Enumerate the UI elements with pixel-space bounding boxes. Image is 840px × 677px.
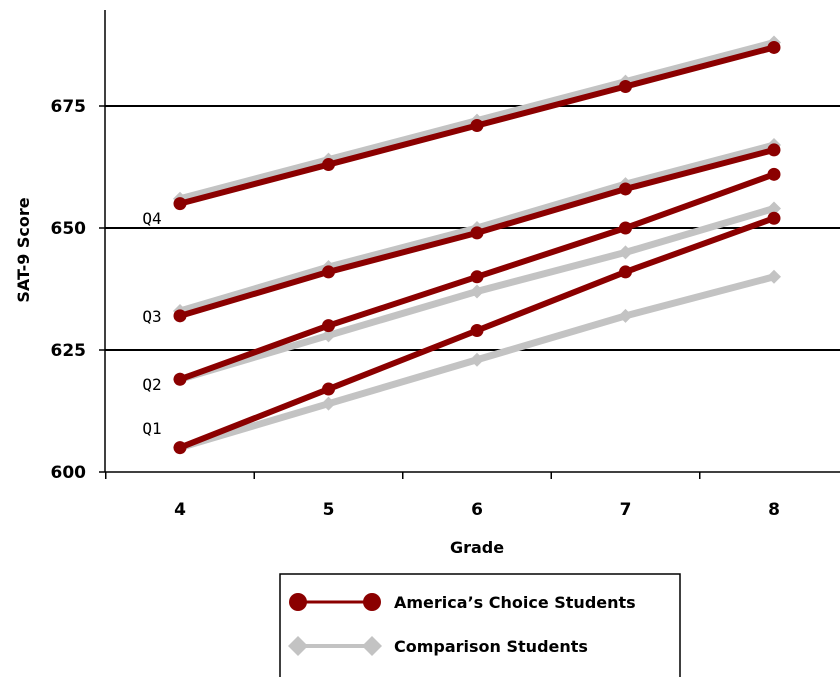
quartile-labels: Q4 Q3 Q2 Q1 <box>142 209 161 438</box>
data-point-diamond <box>321 328 336 343</box>
data-point-circle <box>619 265 632 279</box>
legend-box <box>279 573 681 677</box>
data-point-circle <box>470 119 484 133</box>
axes: 600 625 650 675 4 5 6 7 8 <box>51 10 840 520</box>
data-point-diamond <box>767 201 781 216</box>
data-point-circle <box>470 226 484 240</box>
data-point-circle <box>767 211 781 225</box>
data-point-circle <box>173 441 187 455</box>
data-point-diamond <box>618 245 633 260</box>
data-point-circle <box>470 323 484 337</box>
data-point-circle <box>322 319 335 333</box>
legend-marker-diamond <box>362 636 382 656</box>
x-tick-label: 8 <box>768 500 780 520</box>
series-america-q1 <box>173 211 781 455</box>
data-point-circle <box>619 79 632 93</box>
data-point-circle <box>173 309 187 323</box>
y-tick-label: 600 <box>51 463 87 483</box>
quartile-label-q3: Q3 <box>142 307 161 326</box>
legend-marker-circle <box>289 593 307 611</box>
data-point-circle <box>173 372 187 386</box>
legend-item-comparison: Comparison Students <box>288 636 588 656</box>
data-point-diamond <box>618 308 633 323</box>
legend-item-america: America’s Choice Students <box>289 593 636 612</box>
data-point-circle <box>322 382 335 396</box>
data-point-diamond <box>321 396 336 411</box>
legend-marker-diamond <box>288 636 308 656</box>
data-point-circle <box>767 143 781 157</box>
data-point-circle <box>322 158 335 172</box>
y-tick-label: 650 <box>51 219 87 239</box>
data-point-circle <box>173 197 187 211</box>
y-axis-title: SAT-9 Score <box>14 197 33 302</box>
series-america-q3 <box>173 143 781 323</box>
quartile-label-q1: Q1 <box>142 419 161 438</box>
series-comparison-q2 <box>173 201 781 387</box>
legend-label: America’s Choice Students <box>394 593 636 612</box>
data-point-circle <box>470 270 484 284</box>
x-tick-label: 4 <box>174 500 186 520</box>
legend-label: Comparison Students <box>394 637 588 656</box>
legend-marker-circle <box>363 593 381 611</box>
quartile-label-q2: Q2 <box>142 375 161 394</box>
x-tick-label: 6 <box>471 500 483 520</box>
series-america-q4 <box>173 40 781 211</box>
data-point-diamond <box>470 352 484 367</box>
series-comparison-q1 <box>173 269 781 455</box>
x-tick-label: 5 <box>323 500 335 520</box>
legend: America’s Choice Students Comparison Stud… <box>279 573 681 677</box>
x-tick-label: 7 <box>620 500 632 520</box>
x-axis-title: Grade <box>450 538 504 557</box>
data-point-circle <box>767 167 781 181</box>
series-america-q2 <box>173 167 781 386</box>
data-point-diamond <box>767 269 781 284</box>
data-point-diamond <box>470 284 484 299</box>
data-point-circle <box>322 265 335 279</box>
quartile-label-q4: Q4 <box>142 209 161 228</box>
data-point-circle <box>767 40 781 54</box>
data-point-circle <box>619 182 632 196</box>
series-lines <box>173 35 781 455</box>
y-tick-label: 675 <box>51 97 87 117</box>
data-point-circle <box>619 221 632 235</box>
y-tick-label: 625 <box>51 341 87 361</box>
